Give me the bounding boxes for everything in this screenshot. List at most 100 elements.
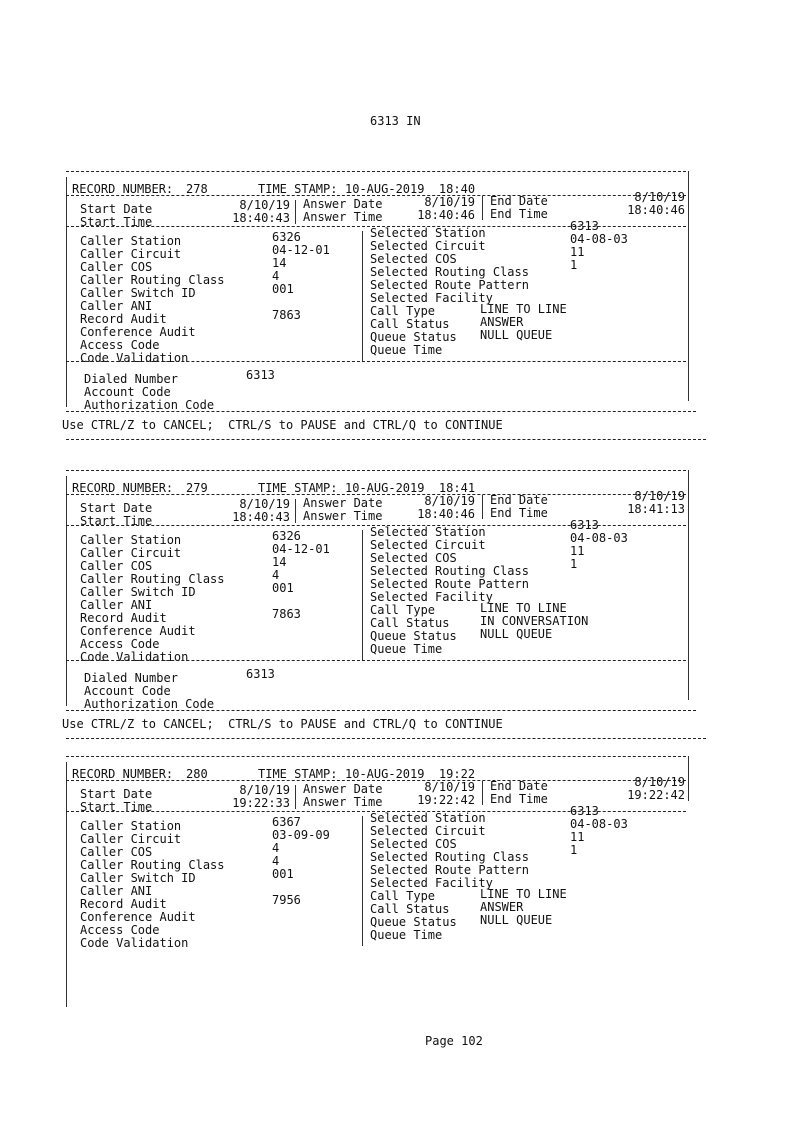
selected-field-label: Call Type [370,603,436,617]
caller-field-value: 04-12-01 [272,243,330,257]
dialed-field-label: Account Code [84,385,171,399]
selected-field-value: 1 [570,843,578,857]
caller-field-label: Access Code [80,923,160,937]
divider [66,660,686,661]
separator [482,196,483,220]
selected-field-value: 6313 [570,804,599,818]
start-date-label: Start Date [80,787,153,801]
time-stamp: 10-AUG-2019 18:41 [345,481,476,495]
answer-date: 8/10/19 [424,195,475,209]
selected-field-label: Queue Time [370,642,443,656]
answer-time: 18:40:46 [417,208,475,222]
caller-field-label: Code Validation [80,936,189,950]
record-number-label: RECORD NUMBER: [72,767,174,781]
selected-field-label: Selected Facility [370,590,493,604]
page-number: Page 102 [425,1034,483,1048]
selected-field-value: 04-08-03 [570,232,628,246]
record-number: 280 [186,767,208,781]
dialed-field-label: Dialed Number [84,671,178,685]
start-time-label: Start Time [80,800,153,814]
selected-field-value: 04-08-03 [570,817,628,831]
start-time-label: Start Time [80,514,153,528]
selected-field-value: 04-08-03 [570,531,628,545]
caller-field-label: Conference Audit [80,624,196,638]
caller-field-label: Record Audit [80,897,167,911]
separator [362,231,363,361]
caller-field-label: Access Code [80,338,160,352]
caller-field-label: Caller Switch ID [80,585,196,599]
caller-field-value: 03-09-09 [272,828,330,842]
divider [66,195,686,196]
selected-field-value: 11 [570,544,585,558]
call-record: RECORD NUMBER: 278 TIME STAMP: 10-AUG-2019 … [0,161,794,461]
selected-field-label: Selected Facility [370,291,493,305]
caller-field-label: Caller COS [80,559,153,573]
border-left [66,762,67,1007]
end-time-label: End Time [490,506,548,520]
selected-field-value: 11 [570,245,585,259]
end-date-label: End Date [490,779,548,793]
caller-field-label: Access Code [80,637,160,651]
selected-field-label: Selected Routing Class [370,265,529,279]
divider [66,780,686,781]
divider [66,439,706,440]
separator [482,781,483,805]
selected-field-value: LINE TO LINE [480,601,567,615]
answer-time-label: Answer Time [303,795,383,809]
border-right [688,171,689,401]
answer-time: 19:22:42 [417,793,475,807]
selected-field-label: Queue Time [370,928,443,942]
selected-field-label: Selected COS [370,252,457,266]
caller-field-label: Conference Audit [80,325,196,339]
answer-date: 8/10/19 [424,780,475,794]
time-stamp-label: TIME STAMP: [258,767,338,781]
selected-field-value: 6313 [570,219,599,233]
selected-field-value: NULL QUEUE [480,627,553,641]
caller-field-value: 4 [272,841,280,855]
start-date: 8/10/19 [239,783,290,797]
caller-field-label: Caller Station [80,533,182,547]
selected-field-label: Selected Route Pattern [370,863,529,877]
selected-field-value: NULL QUEUE [480,913,553,927]
selected-field-label: Selected Circuit [370,824,486,838]
separator [295,499,296,523]
selected-field-label: Call Type [370,304,436,318]
answer-date: 8/10/19 [424,494,475,508]
caller-field-value: 001 [272,581,294,595]
time-stamp-label: TIME STAMP: [258,481,338,495]
ctrl-message: Use CTRL/Z to CANCEL; CTRL/S to PAUSE an… [62,418,503,432]
start-time: 19:22:33 [232,796,290,810]
selected-field-label: Selected Route Pattern [370,278,529,292]
selected-field-label: Call Status [370,902,450,916]
selected-field-label: Selected COS [370,551,457,565]
caller-field-value: 14 [272,256,287,270]
border-left [66,476,67,706]
caller-field-label: Caller COS [80,260,153,274]
page-title: 6313 IN [370,114,421,128]
caller-field-value: 4 [272,269,280,283]
divider [66,470,686,471]
caller-field-value: 6326 [272,230,301,244]
start-date-label: Start Date [80,202,153,216]
caller-field-label: Caller Routing Class [80,273,225,287]
selected-field-label: Queue Status [370,629,457,643]
answer-time: 18:40:46 [417,507,475,521]
divider [66,411,696,412]
separator [482,495,483,519]
caller-field-value: 001 [272,867,294,881]
selected-field-label: Call Status [370,616,450,630]
selected-field-value: IN CONVERSATION [480,614,589,628]
start-time-label: Start Time [80,215,153,229]
caller-field-label: Conference Audit [80,910,196,924]
dialed-number: 6313 [246,368,275,382]
selected-field-label: Selected Circuit [370,239,486,253]
call-record: RECORD NUMBER: 280 TIME STAMP: 10-AUG-2019 … [0,746,794,1046]
caller-field-value: 7863 [272,607,301,621]
caller-field-value: 001 [272,282,294,296]
selected-field-label: Call Type [370,889,436,903]
caller-field-value: 14 [272,555,287,569]
dialed-field-label: Authorization Code [84,697,215,711]
end-time: 18:40:46 [627,203,685,217]
selected-field-label: Selected Station [370,226,486,240]
